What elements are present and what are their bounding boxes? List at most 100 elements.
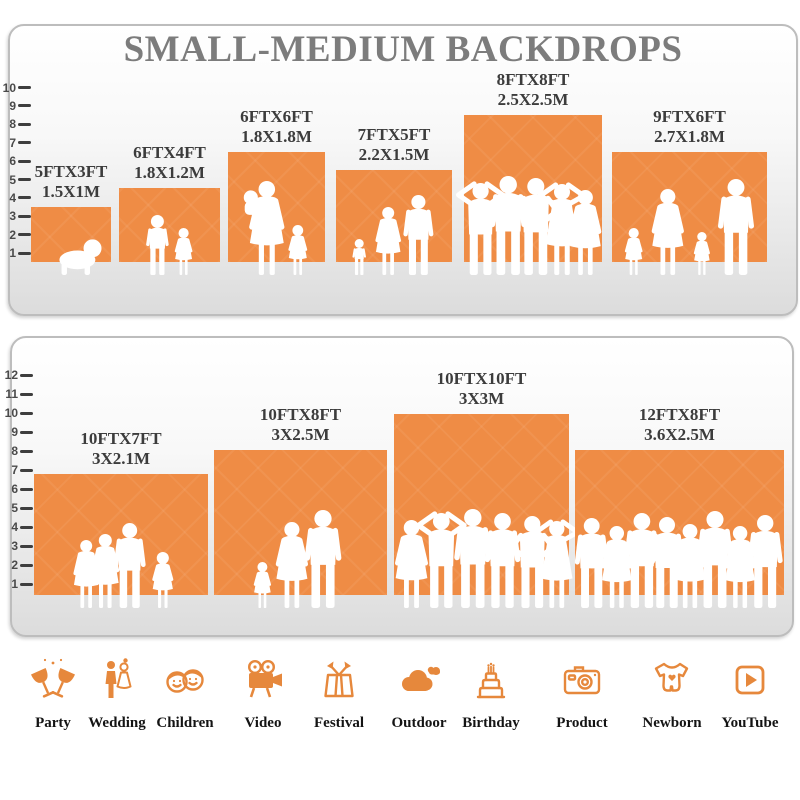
boy-silhouette xyxy=(146,215,169,275)
backdrop-bar-12ftx8ft: 12FTX8FT 3.6X2.5M xyxy=(574,405,784,608)
girl-silhouette xyxy=(174,228,193,275)
ruler-number: 12 xyxy=(4,368,18,382)
man-silhouette xyxy=(718,179,754,275)
festival-icon xyxy=(313,654,365,711)
backdrop-bar-8ftx8ft: 8FTX8FT 2.5X2.5M xyxy=(455,70,602,275)
ruler-tick-mark xyxy=(20,582,33,586)
people-silhouettes xyxy=(455,176,602,275)
ruler-number: 10 xyxy=(4,406,18,420)
ruler-number: 7 xyxy=(9,135,16,150)
ruler-tick-mark xyxy=(18,159,31,163)
category-label: Festival xyxy=(314,715,364,731)
ruler-tick-12: 12 xyxy=(0,369,33,381)
ruler-number: 6 xyxy=(9,154,16,169)
ruler-tick-mark xyxy=(20,544,33,548)
size-meters: 3X2.5M xyxy=(271,424,330,444)
ruler-number: 2 xyxy=(9,227,16,242)
man-silhouette xyxy=(574,518,609,608)
people-silhouettes xyxy=(59,239,102,275)
backdrop-size-label: 9FTX6FT 2.7X1.8M xyxy=(653,107,726,147)
ruler-number: 5 xyxy=(11,501,18,515)
people-silhouettes xyxy=(624,179,754,275)
category-birthday: Birthday xyxy=(447,654,535,732)
ruler-number: 3 xyxy=(11,539,18,553)
man-arms-up-silhouette xyxy=(455,181,506,275)
ruler-tick-mark xyxy=(20,411,33,415)
woman-silhouette xyxy=(651,189,684,275)
man-akimbo-silhouette xyxy=(511,178,560,275)
backdrop-size-label: 6FTX6FT 1.8X1.8M xyxy=(240,107,313,147)
backdrop-bar-6ftx4ft: 6FTX4FT 1.8X1.2M xyxy=(119,143,220,275)
ruler-tick-6: 6 xyxy=(0,155,31,167)
ruler-tick-mark xyxy=(18,251,31,255)
category-label: Children xyxy=(156,715,214,731)
backdrop-size-label: 5FTX3FT 1.5X1M xyxy=(35,162,108,202)
size-feet: 10FTX10FT xyxy=(436,368,527,388)
size-meters: 1.8X1.2M xyxy=(134,162,205,182)
people-silhouettes xyxy=(146,215,193,275)
outdoor-icon xyxy=(393,654,445,711)
mother-holding-child-silhouette xyxy=(243,181,285,275)
girl-silhouette xyxy=(152,552,174,608)
people-silhouettes xyxy=(352,195,434,275)
ruler-tick-7: 7 xyxy=(0,464,33,476)
category-festival: Festival xyxy=(295,654,383,732)
people-silhouettes xyxy=(395,509,581,608)
ruler-tick-mark xyxy=(20,506,33,510)
ruler-tick-mark xyxy=(20,563,33,567)
wedding-icon xyxy=(91,654,143,711)
ruler-number: 1 xyxy=(9,246,16,261)
size-feet: 6FTX6FT xyxy=(240,106,313,126)
page-title: SMALL-MEDIUM BACKDROPS xyxy=(123,29,683,70)
ruler-tick-3: 3 xyxy=(0,540,33,552)
ruler-tick-9: 9 xyxy=(0,426,33,438)
man-silhouette xyxy=(304,510,342,608)
size-meters: 3.6X2.5M xyxy=(644,424,715,444)
girl-silhouette xyxy=(693,232,710,275)
man-silhouette xyxy=(649,517,685,608)
backdrop-size-label: 10FTX10FT 3X3M xyxy=(437,369,527,409)
ruler-tick-mark xyxy=(18,86,31,89)
size-meters: 3X2.1M xyxy=(91,448,151,468)
backdrop-size-label: 10FTX8FT 3X2.5M xyxy=(260,405,341,445)
category-wedding: Wedding xyxy=(73,654,161,732)
ruler-tick-2: 2 xyxy=(0,229,31,241)
ruler-tick-mark xyxy=(18,214,31,218)
woman-arms-up-silhouette xyxy=(533,519,581,608)
man-arms-up-silhouette xyxy=(415,511,467,608)
ruler-number: 9 xyxy=(11,425,18,439)
category-children: Children xyxy=(141,654,229,732)
ruler-tick-4: 4 xyxy=(0,521,33,533)
ruler-tick-3: 3 xyxy=(0,210,31,222)
size-meters: 2.2X1.5M xyxy=(358,144,430,164)
woman-silhouette xyxy=(91,534,120,608)
ruler-tick-mark xyxy=(18,196,31,200)
woman-silhouette xyxy=(601,526,633,608)
size-feet: 9FTX6FT xyxy=(653,106,726,126)
ruler-number: 8 xyxy=(11,444,18,458)
woman-silhouette xyxy=(395,520,428,608)
category-product: Product xyxy=(538,654,626,732)
party-icon xyxy=(27,654,79,711)
newborn-icon xyxy=(646,654,698,711)
ruler-tick-mark xyxy=(18,178,31,181)
woman-silhouette xyxy=(724,526,756,608)
woman-silhouette xyxy=(375,207,401,275)
size-feet: 7FTX5FT xyxy=(357,124,431,144)
woman-silhouette xyxy=(569,190,602,275)
ruler-number: 5 xyxy=(9,172,16,187)
category-row: Party Wedding Children Video Festival Ou… xyxy=(0,654,800,774)
backdrop-bar-10ftx10ft: 10FTX10FT 3X3M xyxy=(394,369,581,608)
backdrop-size-label: 10FTX7FT 3X2.1M xyxy=(80,429,161,469)
category-label: Product xyxy=(556,715,608,731)
ruler-tick-11: 11 xyxy=(0,388,33,400)
product-icon xyxy=(556,654,608,711)
people-silhouettes xyxy=(243,181,308,275)
size-feet: 5FTX3FT xyxy=(34,161,108,181)
size-meters: 1.8X1.8M xyxy=(241,126,312,146)
girl-silhouette xyxy=(253,562,272,608)
backdrop-bar-6ftx6ft: 6FTX6FT 1.8X1.8M xyxy=(228,107,325,275)
ruler-tick-7: 7 xyxy=(0,137,31,149)
ruler-tick-mark xyxy=(20,449,33,453)
